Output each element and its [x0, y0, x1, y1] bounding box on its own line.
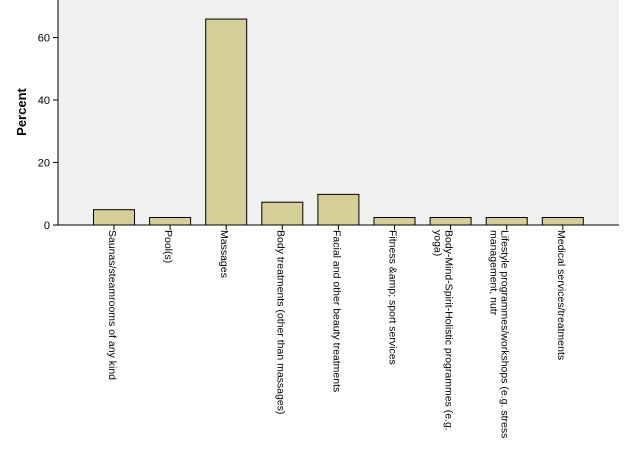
x-category-label-line: Pool(s)	[162, 230, 174, 263]
bar	[317, 193, 360, 226]
x-category-label: Body-Mind-Spirit-Holistic programmes (e.…	[432, 230, 455, 431]
y-tick-label: 0	[44, 220, 50, 232]
x-category-label: Lifestyle programmes/workshops (e.g. str…	[488, 230, 511, 438]
x-category-label-line: Massages	[218, 230, 230, 278]
x-labels-group: Saunas/steamrooms of any kind Pool(s) Mass…	[106, 225, 567, 438]
x-category-label-line: Body treatments (other than massages)	[274, 230, 286, 414]
x-category-label-line: Lifestyle programmes/workshops (e.g. str…	[499, 230, 511, 438]
x-category-label: Pool(s)	[162, 230, 174, 263]
x-category-label: Massages	[218, 230, 230, 278]
y-tick-label: 60	[38, 33, 50, 45]
plot-background	[58, 0, 619, 225]
y-axis-title: Percent	[14, 87, 29, 135]
bar	[541, 217, 584, 226]
y-tick-label: 40	[38, 95, 50, 107]
bar	[93, 209, 135, 226]
x-category-label-line: Medical services/treatments	[555, 230, 567, 360]
x-category-label: Facial and other beauty treatments	[330, 230, 342, 392]
y-ticks-group: 0 20 40 60	[38, 33, 58, 232]
x-category-label-line: yoga)	[432, 230, 444, 256]
bar	[485, 217, 528, 226]
x-category-label: Saunas/steamrooms of any kind	[106, 230, 118, 380]
x-category-label-line: Body-Mind-Spirit-Holistic programmes (e.…	[443, 230, 455, 431]
x-category-label-line: management, nutr	[488, 230, 500, 316]
bar	[373, 217, 416, 226]
y-tick-label: 20	[38, 158, 50, 170]
bar	[261, 201, 304, 226]
x-category-label-line: Fitness &amp; sport services	[387, 230, 399, 365]
bar	[429, 217, 472, 226]
x-category-label-line: Saunas/steamrooms of any kind	[106, 230, 118, 380]
x-category-label: Fitness &amp; sport services	[387, 230, 399, 365]
bar	[149, 217, 192, 226]
bar	[205, 18, 248, 226]
x-category-label-line: Facial and other beauty treatments	[330, 230, 342, 392]
x-category-label: Medical services/treatments	[555, 230, 567, 360]
x-category-label: Body treatments (other than massages)	[274, 230, 286, 414]
